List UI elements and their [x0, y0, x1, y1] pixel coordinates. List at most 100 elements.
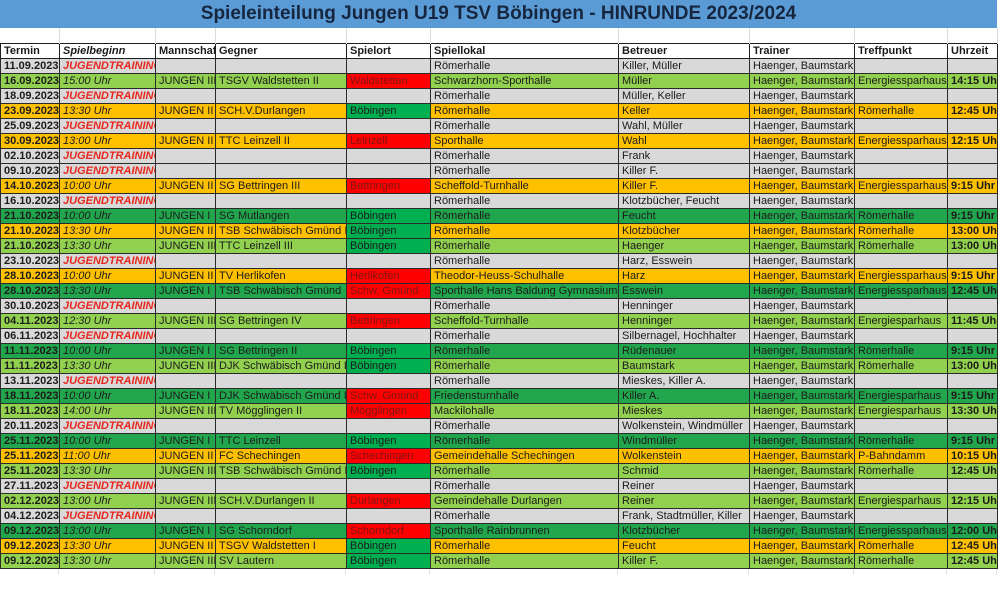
table-row: 11.11.2023 10:00 Uhr JUNGEN I SG Bettringen…: [0, 342, 998, 359]
cell-trainer: Haenger, Baumstark: [749, 312, 855, 329]
cell-spielort: [346, 327, 431, 344]
cell-treffpunkt: Römerhalle: [854, 207, 948, 224]
cell-betreuer: Mieskes: [618, 402, 750, 419]
cell-spielort: Bettringen: [346, 312, 431, 329]
cell-spielort: Böbingen: [346, 432, 431, 449]
cell-termin: 06.11.2023: [0, 327, 60, 344]
cell-termin: 28.10.2023: [0, 267, 60, 284]
cell-gegner: TSB Schwäbisch Gmünd II: [215, 462, 347, 479]
cell-spiellokal: Mackilohalle: [430, 402, 619, 419]
cell-spielort: [346, 192, 431, 209]
cell-spielort: Herlikofen: [346, 267, 431, 284]
cell-termin: 09.12.2023: [0, 522, 60, 539]
cell-spielort: Böbingen: [346, 537, 431, 554]
cell-uhrzeit: 9:15 Uhr: [947, 342, 998, 359]
cell-termin: 09.12.2023: [0, 552, 60, 569]
cell-spiellokal: Römerhalle: [430, 147, 619, 164]
cell-mannschaft: JUNGEN II: [155, 132, 216, 149]
cell-treffpunkt: Energiesparhaus: [854, 312, 948, 329]
cell-spiellokal: Römerhalle: [430, 357, 619, 374]
cell-mannschaft: [155, 252, 216, 269]
cell-spiellokal: Schwarzhorn-Sporthalle: [430, 72, 619, 89]
cell-uhrzeit: [947, 372, 998, 389]
cell-termin: 18.09.2023: [0, 87, 60, 104]
cell-gegner: [215, 117, 347, 134]
cell-gegner: [215, 252, 347, 269]
table-row: 09.12.2023 13:30 Uhr JUNGEN II TSGV Waldste…: [0, 537, 998, 554]
cell-betreuer: Frank, Stadtmüller, Killer: [618, 507, 750, 524]
cell-betreuer: Klotzbücher: [618, 222, 750, 239]
cell-spielort: Mögglingen: [346, 402, 431, 419]
cell-spielbeginn: JUGENDTRAINING: [59, 87, 156, 104]
cell-betreuer: Rüdenauer: [618, 342, 750, 359]
cell-uhrzeit: 9:15 Uhr: [947, 177, 998, 194]
cell-spielort: [346, 477, 431, 494]
cell-gegner: DJK Schwäbisch Gmünd I: [215, 387, 347, 404]
schedule-table: Termin Spielbeginn Mannschaft Gegner Spi…: [0, 28, 998, 569]
cell-spielort: [346, 417, 431, 434]
cell-spielort: Schorndorf: [346, 522, 431, 539]
cell-spielbeginn: JUGENDTRAINING: [59, 327, 156, 344]
cell-spielbeginn: JUGENDTRAINING: [59, 192, 156, 209]
bottom-grid-strip: [0, 568, 997, 575]
cell-spielbeginn: 10:00 Uhr: [59, 387, 156, 404]
cell-mannschaft: JUNGEN III: [155, 402, 216, 419]
cell-uhrzeit: [947, 147, 998, 164]
cell-betreuer: Harz, Esswein: [618, 252, 750, 269]
cell-gegner: SG Bettringen IV: [215, 312, 347, 329]
cell-uhrzeit: 9:15 Uhr: [947, 267, 998, 284]
cell-treffpunkt: Römerhalle: [854, 237, 948, 254]
cell-betreuer: Harz: [618, 267, 750, 284]
cell-uhrzeit: 12:45 Uhr: [947, 282, 998, 299]
cell-spiellokal: Römerhalle: [430, 417, 619, 434]
table-row: 28.10.2023 10:00 Uhr JUNGEN II TV Herlikofe…: [0, 267, 998, 284]
cell-spielbeginn: 10:00 Uhr: [59, 267, 156, 284]
cell-spielort: [346, 147, 431, 164]
cell-uhrzeit: 9:15 Uhr: [947, 387, 998, 404]
cell-spielbeginn: JUGENDTRAINING: [59, 117, 156, 134]
cell-spielbeginn: 13:30 Uhr: [59, 222, 156, 239]
cell-mannschaft: JUNGEN III: [155, 492, 216, 509]
cell-trainer: Haenger, Baumstark: [749, 492, 855, 509]
cell-betreuer: Wahl, Müller: [618, 117, 750, 134]
cell-termin: 04.12.2023: [0, 507, 60, 524]
cell-trainer: Haenger, Baumstark: [749, 162, 855, 179]
cell-treffpunkt: [854, 87, 948, 104]
header-betreuer: Betreuer: [618, 42, 750, 59]
cell-spiellokal: Sporthalle Hans Baldung Gymnasium: [430, 282, 619, 299]
cell-gegner: FC Schechingen: [215, 447, 347, 464]
cell-spielort: [346, 372, 431, 389]
cell-trainer: Haenger, Baumstark: [749, 342, 855, 359]
cell-termin: 11.11.2023: [0, 342, 60, 359]
cell-spielbeginn: 13:30 Uhr: [59, 537, 156, 554]
cell-treffpunkt: Energiessparhaus: [854, 132, 948, 149]
cell-uhrzeit: [947, 507, 998, 524]
cell-uhrzeit: [947, 87, 998, 104]
cell-spiellokal: Friedensturnhalle: [430, 387, 619, 404]
cell-trainer: Haenger, Baumstark: [749, 417, 855, 434]
header-mannschaft: Mannschaft: [155, 42, 216, 59]
cell-spielbeginn: 13:30 Uhr: [59, 552, 156, 569]
cell-treffpunkt: Römerhalle: [854, 537, 948, 554]
cell-mannschaft: JUNGEN II: [155, 537, 216, 554]
cell-trainer: Haenger, Baumstark: [749, 357, 855, 374]
cell-termin: 18.11.2023: [0, 402, 60, 419]
cell-mannschaft: [155, 87, 216, 104]
cell-uhrzeit: 13:00 Uhr: [947, 222, 998, 239]
cell-uhrzeit: [947, 162, 998, 179]
cell-spiellokal: Sporthalle Rainbrunnen: [430, 522, 619, 539]
cell-spielbeginn: JUGENDTRAINING: [59, 252, 156, 269]
cell-spiellokal: Römerhalle: [430, 477, 619, 494]
cell-mannschaft: JUNGEN II: [155, 177, 216, 194]
cell-spielbeginn: 10:00 Uhr: [59, 342, 156, 359]
cell-spiellokal: Römerhalle: [430, 297, 619, 314]
cell-termin: 14.10.2023: [0, 177, 60, 194]
cell-mannschaft: [155, 192, 216, 209]
cell-uhrzeit: [947, 477, 998, 494]
cell-spiellokal: Scheffold-Turnhalle: [430, 177, 619, 194]
cell-termin: 21.10.2023: [0, 207, 60, 224]
cell-treffpunkt: [854, 372, 948, 389]
cell-trainer: Haenger, Baumstark: [749, 117, 855, 134]
table-row: 21.10.2023 10:00 Uhr JUNGEN I SG Mutlangen B…: [0, 207, 998, 224]
cell-uhrzeit: 10:15 Uhr: [947, 447, 998, 464]
